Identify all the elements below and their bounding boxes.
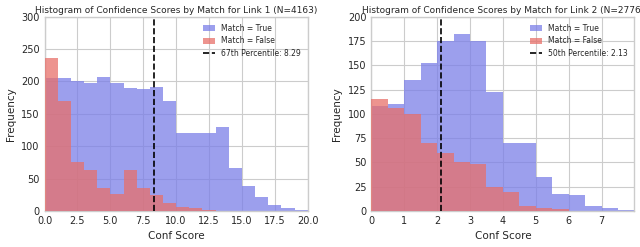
Bar <box>242 186 255 211</box>
Bar <box>503 143 519 211</box>
Bar <box>202 210 216 211</box>
Bar <box>519 143 536 211</box>
Bar <box>585 206 602 211</box>
Bar <box>58 78 71 211</box>
Y-axis label: Frequency: Frequency <box>6 87 15 141</box>
Bar <box>404 80 420 211</box>
Bar <box>150 195 163 211</box>
Bar <box>294 210 308 211</box>
Bar <box>137 188 150 211</box>
Bar <box>454 163 470 211</box>
Bar <box>163 101 176 211</box>
Bar <box>176 207 189 211</box>
Bar <box>503 192 519 211</box>
Bar <box>97 77 110 211</box>
Bar <box>84 170 97 211</box>
Bar <box>470 165 486 211</box>
Bar <box>58 101 71 211</box>
Bar <box>552 194 569 211</box>
Bar <box>124 170 137 211</box>
Bar <box>268 205 282 211</box>
Bar <box>202 133 216 211</box>
Bar <box>71 82 84 211</box>
Bar <box>536 208 552 211</box>
Bar <box>371 99 388 211</box>
Bar <box>84 83 97 211</box>
Legend: Match = True, Match = False, 67th Percentile: 8.29: Match = True, Match = False, 67th Percen… <box>200 21 304 61</box>
Bar <box>486 187 503 211</box>
Bar <box>176 133 189 211</box>
Legend: Match = True, Match = False, 50th Percentile: 2.13: Match = True, Match = False, 50th Percen… <box>527 21 630 61</box>
Bar <box>189 208 202 211</box>
Bar <box>454 34 470 211</box>
Bar <box>189 133 202 211</box>
Bar <box>255 197 268 211</box>
Bar <box>45 58 58 211</box>
Bar <box>519 206 536 211</box>
X-axis label: Conf Score: Conf Score <box>475 231 531 242</box>
X-axis label: Conf Score: Conf Score <box>148 231 204 242</box>
Bar <box>163 203 176 211</box>
Bar <box>618 210 634 211</box>
Bar <box>388 108 404 211</box>
Bar <box>124 88 137 211</box>
Bar <box>150 87 163 211</box>
Bar <box>282 208 294 211</box>
Bar <box>228 168 242 211</box>
Bar <box>110 194 124 211</box>
Bar <box>470 41 486 211</box>
Bar <box>45 78 58 211</box>
Bar <box>71 163 84 211</box>
Bar <box>486 92 503 211</box>
Bar <box>216 127 228 211</box>
Bar <box>420 63 437 211</box>
Bar <box>437 153 454 211</box>
Bar <box>404 114 420 211</box>
Title: Histogram of Confidence Scores by Match for Link 2 (N=2776): Histogram of Confidence Scores by Match … <box>362 5 640 15</box>
Bar <box>437 41 454 211</box>
Bar <box>137 89 150 211</box>
Bar <box>388 104 404 211</box>
Bar <box>569 194 585 211</box>
Bar <box>536 177 552 211</box>
Bar <box>110 83 124 211</box>
Title: Histogram of Confidence Scores by Match for Link 1 (N=4163): Histogram of Confidence Scores by Match … <box>35 5 317 15</box>
Bar <box>420 143 437 211</box>
Y-axis label: Frequency: Frequency <box>332 87 342 141</box>
Bar <box>97 188 110 211</box>
Bar <box>602 208 618 211</box>
Bar <box>552 209 569 211</box>
Bar <box>371 106 388 211</box>
